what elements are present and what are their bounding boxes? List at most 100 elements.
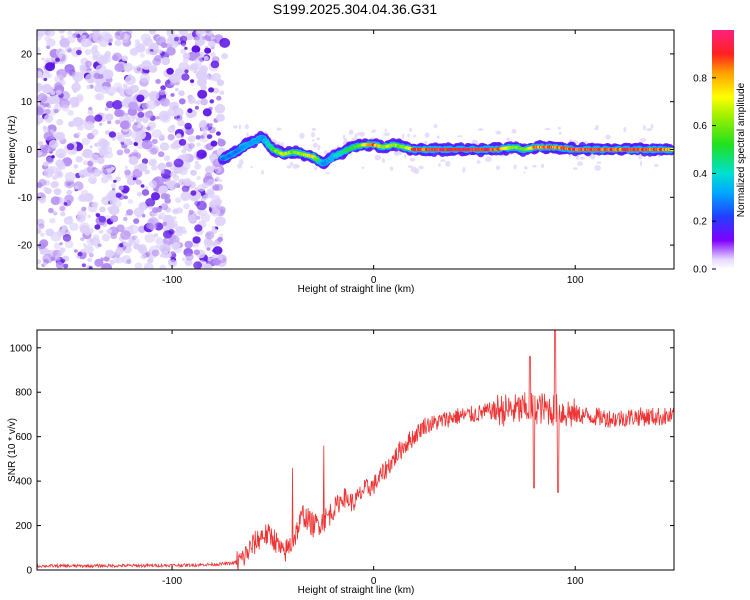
noise-blob bbox=[149, 51, 154, 55]
noise-speck bbox=[237, 163, 243, 169]
noise-speck bbox=[404, 154, 407, 160]
noise-speck bbox=[544, 128, 551, 131]
noise-blob bbox=[216, 95, 222, 101]
noise-blob bbox=[218, 255, 224, 261]
noise-blob bbox=[53, 108, 59, 114]
noise-speck bbox=[342, 134, 346, 140]
noise-blob bbox=[196, 64, 204, 71]
noise-blob bbox=[202, 35, 207, 40]
colorbar-tick-label: 0.8 bbox=[693, 73, 707, 84]
noise-blob bbox=[42, 253, 54, 264]
noise-blob bbox=[120, 230, 131, 240]
noise-blob bbox=[137, 134, 144, 140]
noise-blob bbox=[61, 104, 70, 112]
noise-blob bbox=[38, 223, 45, 229]
noise-blob bbox=[155, 237, 164, 245]
noise-speck bbox=[440, 159, 446, 162]
noise-blob bbox=[64, 65, 76, 75]
noise-speck bbox=[462, 166, 466, 173]
x-tick-label: 100 bbox=[567, 576, 584, 587]
noise-blob bbox=[212, 87, 220, 94]
noise-blob bbox=[179, 35, 188, 43]
noise-blob bbox=[221, 53, 229, 60]
noise-speck bbox=[557, 126, 561, 130]
noise-speck bbox=[418, 165, 424, 170]
noise-blob bbox=[219, 37, 231, 48]
noise-blob bbox=[175, 87, 179, 92]
noise-blob bbox=[116, 32, 121, 36]
noise-blob bbox=[92, 234, 100, 240]
noise-blob bbox=[160, 193, 168, 200]
noise-blob bbox=[133, 141, 139, 147]
noise-blob bbox=[194, 224, 203, 232]
noise-blob bbox=[110, 233, 117, 240]
noise-blob bbox=[152, 207, 159, 214]
noise-blob bbox=[126, 259, 132, 265]
noise-blob bbox=[123, 195, 128, 200]
noise-blob bbox=[41, 57, 45, 61]
noise-speck bbox=[360, 131, 365, 137]
noise-blob bbox=[45, 144, 49, 148]
snr-y-axis: 0 200 400 600 800 1000 bbox=[10, 343, 674, 577]
noise-speck bbox=[523, 171, 526, 174]
noise-blob bbox=[37, 30, 46, 37]
noise-blob bbox=[108, 42, 112, 46]
spectrogram-x-label: Height of straight line (km) bbox=[298, 284, 415, 295]
noise-blob bbox=[48, 139, 59, 149]
noise-blob bbox=[150, 192, 161, 201]
noise-blob bbox=[148, 205, 153, 210]
noise-blob bbox=[58, 153, 64, 159]
noise-blob bbox=[125, 86, 136, 96]
noise-blob bbox=[158, 185, 168, 194]
noise-blob bbox=[91, 201, 99, 208]
noise-blob bbox=[86, 238, 95, 246]
noise-blob bbox=[207, 40, 216, 48]
noise-blob bbox=[108, 131, 116, 138]
noise-blob bbox=[41, 83, 52, 94]
noise-blob bbox=[159, 142, 170, 151]
noise-blob bbox=[43, 126, 49, 133]
noise-blob bbox=[71, 104, 75, 108]
noise-blob bbox=[64, 240, 74, 249]
noise-blob bbox=[136, 67, 142, 72]
noise-speck bbox=[436, 135, 440, 139]
noise-blob bbox=[116, 149, 124, 156]
noise-blob bbox=[53, 188, 62, 196]
noise-blob bbox=[51, 155, 55, 159]
noise-speck bbox=[316, 137, 321, 141]
noise-blob bbox=[132, 168, 143, 178]
noise-blob bbox=[187, 51, 198, 61]
noise-blob bbox=[89, 145, 93, 149]
noise-blob bbox=[174, 182, 181, 188]
noise-blob bbox=[175, 197, 182, 204]
noise-blob bbox=[207, 257, 212, 262]
noise-blob bbox=[140, 184, 145, 188]
noise-blob bbox=[171, 72, 182, 83]
noise-blob bbox=[158, 110, 170, 121]
colorbar-ticks: 0.0 0.2 0.4 0.6 0.8 bbox=[693, 73, 716, 276]
noise-speck bbox=[323, 150, 328, 155]
noise-blob bbox=[114, 30, 125, 41]
noise-speck bbox=[540, 163, 545, 168]
noise-blob bbox=[109, 199, 117, 206]
noise-blob bbox=[174, 36, 179, 42]
noise-blob bbox=[216, 131, 221, 136]
noise-blob bbox=[194, 105, 199, 110]
noise-blob bbox=[179, 154, 186, 160]
noise-blob bbox=[170, 143, 177, 150]
noise-blob bbox=[133, 207, 144, 217]
noise-blob bbox=[190, 79, 195, 83]
noise-blob bbox=[138, 246, 148, 255]
noise-speck bbox=[495, 130, 502, 135]
noise-blob bbox=[160, 42, 168, 48]
noise-speck bbox=[244, 124, 249, 130]
noise-blob bbox=[160, 85, 166, 91]
noise-blob bbox=[144, 169, 150, 175]
x-tick-label: 0 bbox=[371, 275, 377, 286]
noise-blob bbox=[191, 45, 201, 54]
noise-blob bbox=[49, 217, 56, 224]
noise-blob bbox=[40, 232, 45, 237]
noise-blob bbox=[81, 206, 87, 212]
y-tick-label: 0 bbox=[26, 145, 32, 156]
noise-blob bbox=[210, 52, 216, 58]
